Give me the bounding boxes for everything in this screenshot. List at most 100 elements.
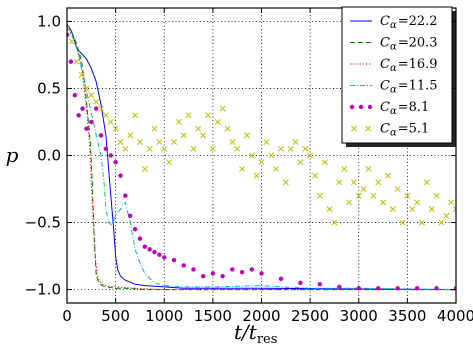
data-point xyxy=(287,145,294,152)
legend-label-name: C xyxy=(380,14,390,29)
data-point xyxy=(355,192,362,199)
x-axis-label-main: t/t xyxy=(234,320,258,344)
data-point xyxy=(84,126,89,131)
legend-label: Cα=5.1 xyxy=(380,122,429,139)
data-point xyxy=(137,236,143,241)
data-point xyxy=(214,119,221,125)
data-point xyxy=(375,179,382,186)
legend-label-name: C xyxy=(380,36,390,51)
series-1 xyxy=(67,25,456,291)
legend-label-value: =11.5 xyxy=(398,79,438,94)
data-point xyxy=(76,113,81,118)
data-point xyxy=(200,132,207,139)
legend-label: Cα=8.1 xyxy=(380,100,429,117)
data-point xyxy=(282,179,289,186)
data-point xyxy=(220,273,225,279)
data-point xyxy=(370,192,377,199)
data-point xyxy=(108,153,113,158)
legend-label: Cα=22.2 xyxy=(380,14,438,31)
data-point xyxy=(157,252,162,257)
y-tick-label: 1.0 xyxy=(37,12,61,30)
data-point xyxy=(78,72,85,78)
y-tick-label: 0.0 xyxy=(37,147,61,165)
data-point xyxy=(166,159,173,166)
data-point xyxy=(230,267,235,272)
data-point xyxy=(394,186,401,192)
data-point xyxy=(365,165,372,172)
legend-label-subscript: α xyxy=(390,20,397,31)
data-point xyxy=(259,271,264,276)
data-point xyxy=(409,206,416,213)
data-point xyxy=(190,145,197,152)
data-point xyxy=(83,85,90,92)
legend-label-value: =16.9 xyxy=(398,57,438,72)
data-point xyxy=(93,106,99,111)
legend-label-subscript: α xyxy=(390,42,397,53)
data-point xyxy=(181,263,186,268)
data-point xyxy=(142,244,147,249)
data-point xyxy=(67,25,70,32)
data-point xyxy=(112,125,119,132)
data-point xyxy=(93,98,100,105)
legend-label-subscript: α xyxy=(390,63,397,74)
x-tick-label: 3500 xyxy=(388,307,426,325)
legend-entry-2: Cα=16.9 xyxy=(350,57,438,74)
data-point xyxy=(263,139,270,146)
data-point xyxy=(278,276,284,282)
data-point xyxy=(384,172,391,179)
data-point xyxy=(80,106,85,111)
data-point xyxy=(336,179,343,186)
legend: Cα=22.2Cα=20.3Cα=16.9Cα=11.5Cα=8.1Cα=5.1 xyxy=(341,6,456,147)
legend-label-value: =8.1 xyxy=(398,100,430,115)
data-point xyxy=(68,38,75,45)
series-line xyxy=(67,26,456,291)
data-point xyxy=(346,199,352,206)
legend-swatch xyxy=(351,125,357,132)
data-point xyxy=(151,125,158,132)
data-point xyxy=(350,179,357,186)
legend-box xyxy=(341,6,453,144)
data-point xyxy=(113,160,118,165)
legend-label-name: C xyxy=(380,57,390,72)
data-point xyxy=(195,125,202,132)
data-point xyxy=(292,139,299,146)
data-point xyxy=(107,119,114,125)
data-point xyxy=(302,145,309,152)
data-point xyxy=(146,145,153,152)
legend-entry-0: Cα=22.2 xyxy=(350,14,438,31)
data-point xyxy=(341,165,348,172)
y-axis-label: p xyxy=(6,143,19,167)
x-tick-label: 2500 xyxy=(291,307,329,325)
data-point xyxy=(98,133,104,138)
legend-label-subscript: α xyxy=(390,85,397,96)
legend-label-subscript: α xyxy=(390,106,397,117)
legend-swatch xyxy=(349,104,355,110)
legend-swatch xyxy=(367,104,373,110)
data-point xyxy=(127,132,134,139)
legend-label-name: C xyxy=(380,100,390,115)
data-point xyxy=(438,219,445,226)
legend-label: Cα=20.3 xyxy=(380,36,438,53)
data-point xyxy=(337,284,342,290)
data-point xyxy=(162,255,167,260)
legend-label-value: =20.3 xyxy=(398,36,438,51)
series-0 xyxy=(67,23,456,291)
legend-entry-1: Cα=20.3 xyxy=(350,36,438,53)
data-point xyxy=(258,159,265,166)
data-point xyxy=(307,152,314,159)
x-tick-label: 2000 xyxy=(242,307,280,325)
data-point xyxy=(317,282,323,287)
data-point xyxy=(68,59,74,64)
data-point xyxy=(380,199,387,206)
data-point xyxy=(132,112,139,119)
data-point xyxy=(171,257,177,263)
data-point xyxy=(123,193,128,198)
data-point xyxy=(453,206,456,213)
legend-swatch xyxy=(365,125,371,132)
data-point xyxy=(229,139,236,146)
data-point xyxy=(98,105,104,112)
data-point xyxy=(73,58,80,65)
data-point xyxy=(103,146,109,151)
data-point xyxy=(88,92,95,99)
data-point xyxy=(326,206,333,213)
